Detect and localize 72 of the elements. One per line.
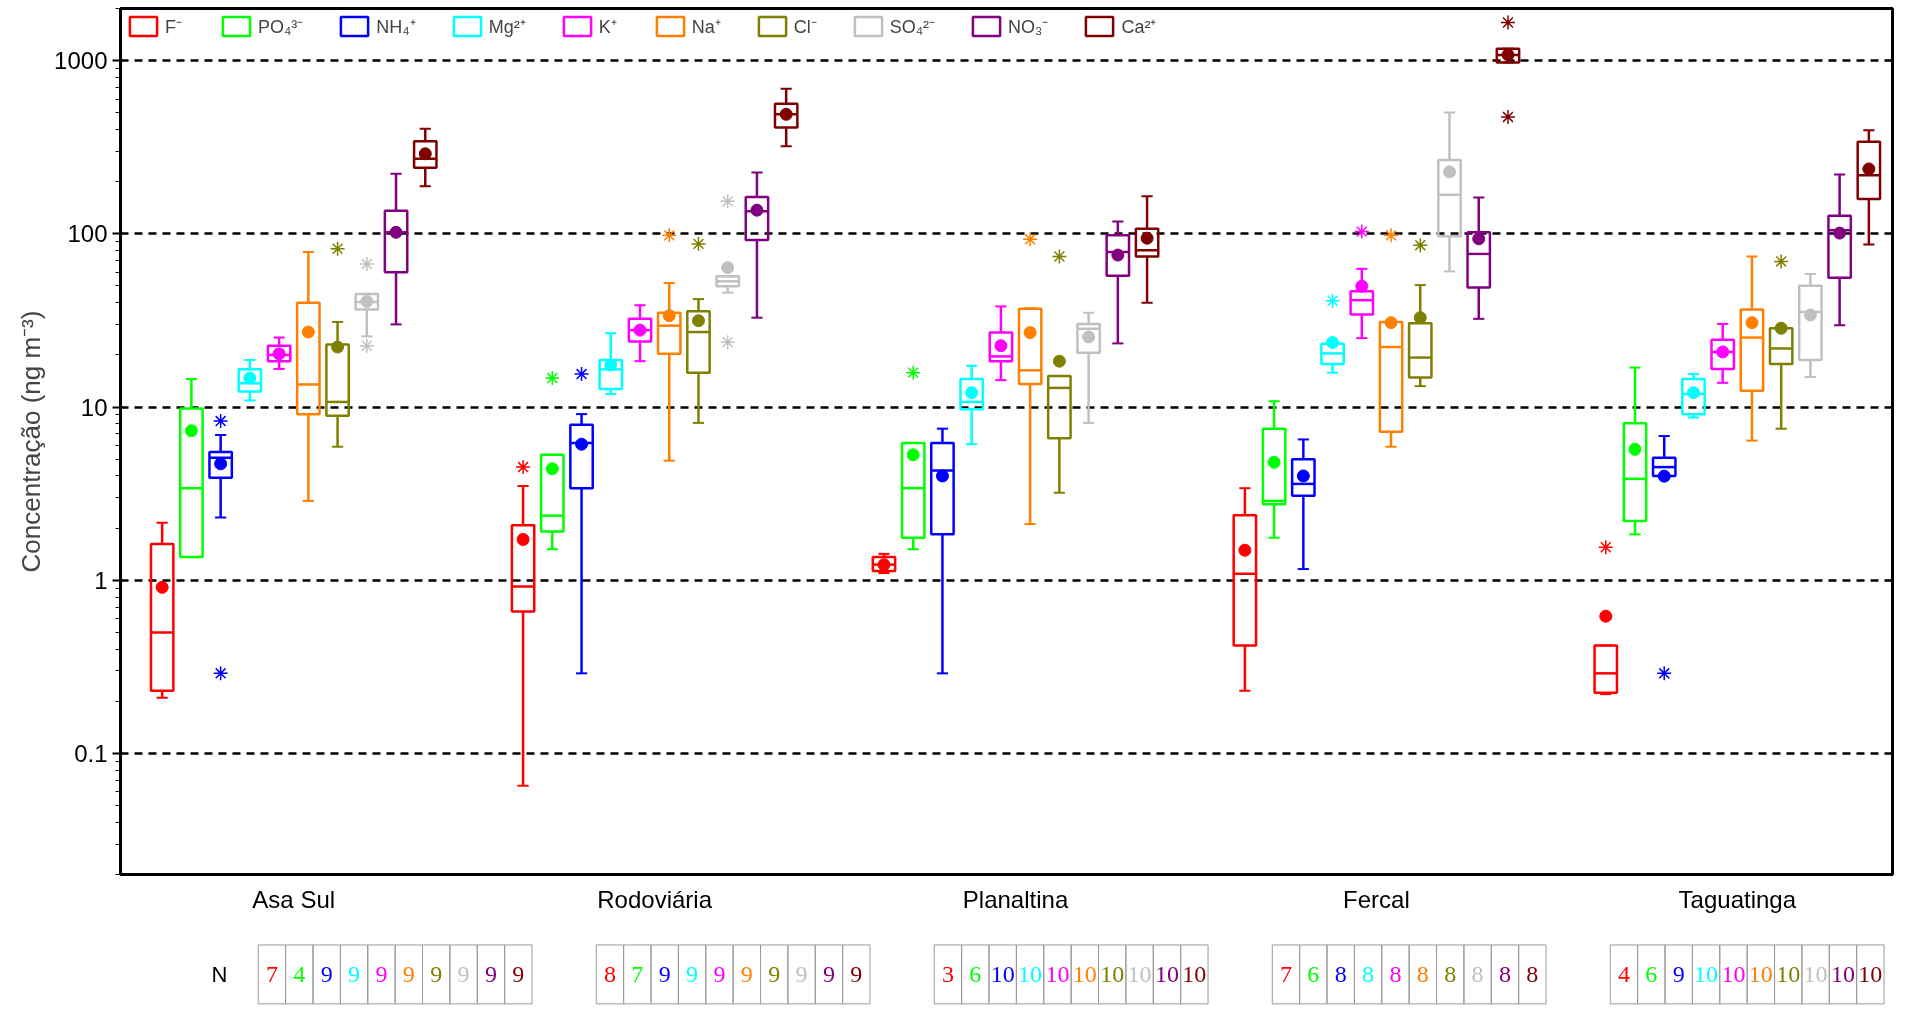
text: 10 [1072, 960, 1097, 987]
legend-label: Cl⁻ [793, 16, 817, 38]
text: 6 [1307, 960, 1320, 987]
text: 10 [1018, 960, 1043, 987]
text: 9 [512, 960, 525, 987]
text: 8 [1334, 960, 1347, 987]
y-tick-label: 1 [94, 566, 108, 594]
text: 4 [1617, 960, 1630, 987]
text: 10 [1182, 960, 1207, 987]
y-tick-label: 0.1 [74, 739, 108, 767]
text: 9 [457, 960, 470, 987]
text: 9 [430, 960, 443, 987]
text: 9 [1672, 960, 1685, 987]
y-tick-label: 100 [67, 220, 108, 248]
text: 9 [740, 960, 753, 987]
text: 8 [1444, 960, 1457, 987]
text: 9 [686, 960, 699, 987]
text: 10 [990, 960, 1015, 987]
text: 8 [1498, 960, 1511, 987]
text: 8 [1526, 960, 1539, 987]
x-tick-label: Rodoviária [597, 885, 713, 913]
legend-label: Na⁺ [691, 16, 721, 38]
legend-label: Ca²⁺ [1121, 16, 1157, 38]
y-axis-title: Concentração (ng m⁻³) [16, 310, 47, 573]
text: 10 [1830, 960, 1855, 987]
text: 8 [1362, 960, 1375, 987]
text: 7 [265, 960, 278, 987]
text: 9 [402, 960, 415, 987]
text: 9 [375, 960, 388, 987]
text: 10 [1748, 960, 1773, 987]
x-tick-label: Taguatinga [1678, 885, 1797, 913]
text: 10 [1694, 960, 1719, 987]
text: 8 [603, 960, 616, 987]
legend-label: SO₄²⁻ [889, 16, 936, 38]
legend-label: NH₄⁺ [376, 16, 416, 38]
text: 8 [1416, 960, 1429, 987]
text: 10 [1127, 960, 1152, 987]
text: 3 [941, 960, 954, 987]
text: 9 [713, 960, 726, 987]
text: 9 [658, 960, 671, 987]
x-tick-label: Planaltina [962, 885, 1069, 913]
text: 9 [484, 960, 497, 987]
text: N [211, 961, 228, 987]
text: 9 [768, 960, 781, 987]
text: 9 [348, 960, 361, 987]
text: 10 [1858, 960, 1883, 987]
x-tick-label: Asa Sul [252, 885, 336, 913]
legend-label: K⁺ [598, 16, 618, 38]
y-tick-label: 1000 [54, 47, 108, 75]
text: 7 [1279, 960, 1292, 987]
text: 10 [1045, 960, 1070, 987]
text: 10 [1100, 960, 1125, 987]
text: 6 [969, 960, 982, 987]
legend-label: PO₄³⁻ [258, 16, 304, 38]
text: 7 [631, 960, 644, 987]
text: 10 [1776, 960, 1801, 987]
text: 10 [1803, 960, 1828, 987]
text: 4 [293, 960, 306, 987]
text: 10 [1154, 960, 1179, 987]
legend-label: Mg²⁺ [488, 16, 526, 38]
text: 8 [1389, 960, 1402, 987]
text: 9 [822, 960, 835, 987]
text: 8 [1471, 960, 1484, 987]
text: 9 [795, 960, 808, 987]
x-tick-label: Fercal [1343, 885, 1410, 913]
legend-label: F⁻ [165, 16, 183, 38]
text: 9 [320, 960, 333, 987]
legend-label: NO₃⁻ [1008, 16, 1049, 38]
text: 6 [1645, 960, 1658, 987]
text: 9 [850, 960, 863, 987]
text: 10 [1721, 960, 1746, 987]
y-tick-label: 10 [80, 393, 108, 421]
